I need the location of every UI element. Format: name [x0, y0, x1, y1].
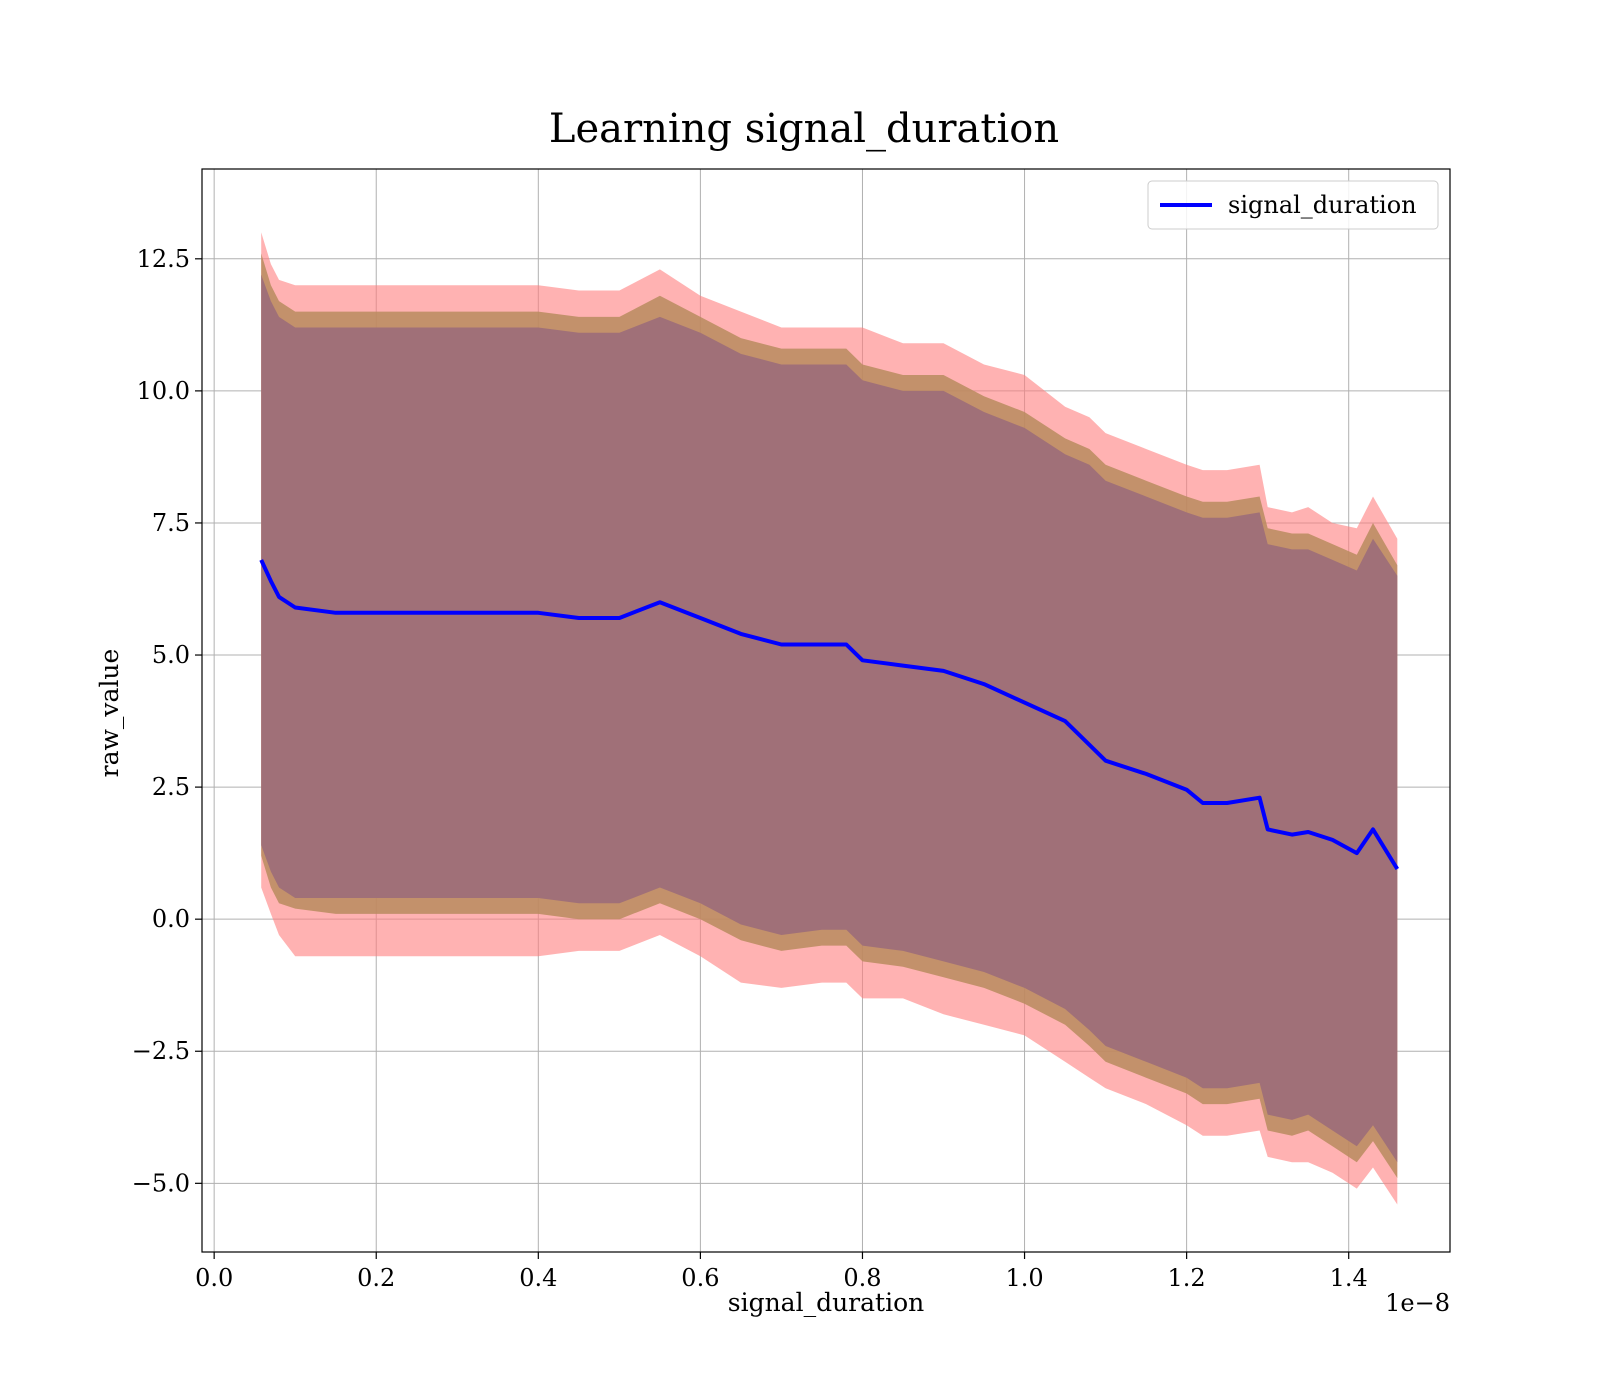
y-tick-label: 7.5	[152, 509, 190, 537]
x-tick-label: 0.6	[681, 1264, 719, 1292]
legend-box	[1147, 180, 1439, 230]
series-line-signal-duration	[259, 559, 1400, 871]
y-tick-label: −2.5	[132, 1037, 190, 1065]
plot-area: 0.0 0.2 0.4 0.6 0.8 1.0 1.2 1.4 −5.0 −2.5 0.0 2.5 5.…	[132, 168, 1451, 1292]
y-tick-label: 0.0	[152, 905, 190, 933]
x-axis-offset-text: 1e−8	[1385, 1289, 1450, 1317]
x-tick-label: 1.4	[1330, 1264, 1368, 1292]
band-inner-area	[261, 274, 1398, 1163]
y-axis-label: raw_value	[95, 649, 124, 778]
legend-label: signal_duration	[1228, 191, 1417, 219]
x-tick-label: 1.0	[1005, 1264, 1043, 1292]
x-axis-label: signal_duration	[728, 1288, 924, 1317]
x-tick-label: 0.8	[843, 1264, 881, 1292]
x-tick-label: 0.2	[357, 1264, 395, 1292]
chart-title: Learning signal_duration	[549, 106, 1059, 152]
x-tick-label: 0.0	[195, 1264, 233, 1292]
y-tick-label: 10.0	[137, 377, 190, 405]
y-tick-label: 2.5	[152, 773, 190, 801]
x-tick-label: 0.4	[519, 1264, 557, 1292]
y-tick-label: −5.0	[132, 1169, 190, 1197]
axes-frame	[201, 168, 1451, 1253]
y-tick-label: 5.0	[152, 641, 190, 669]
x-tick-label: 1.2	[1168, 1264, 1206, 1292]
y-tick-label: 12.5	[137, 245, 190, 273]
